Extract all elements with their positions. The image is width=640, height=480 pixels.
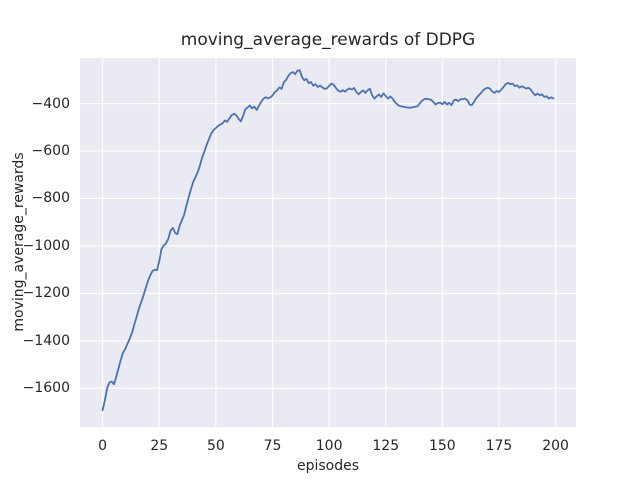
x-tick-label: 200 [542,438,569,454]
plot-background [80,58,576,427]
y-tick-label: −600 [31,143,70,160]
chart-canvas [80,58,576,427]
data-line [101,69,555,412]
chart-title: moving_average_rewards of DDPG [180,30,476,50]
y-tick-label: −1400 [22,332,70,349]
x-tick-label: 175 [485,438,513,454]
y-tick-label: −800 [31,190,70,207]
y-tick-label: −1000 [22,237,70,254]
x-tick-label: 50 [206,438,225,454]
y-axis-label: moving_average_rewards [11,152,27,332]
x-tick-label: 100 [315,438,343,454]
x-tick-label: 0 [98,438,108,454]
x-tick-label: 125 [372,438,400,454]
x-axis-label: episodes [296,458,360,474]
x-tick-label: 25 [150,438,169,454]
x-tick-label: 75 [263,438,282,454]
y-tick-label: −400 [31,95,70,112]
y-tick-label: −1200 [22,285,70,302]
plot-area [80,58,576,427]
y-tick-label: −1600 [22,380,70,397]
x-tick-label: 150 [428,438,456,454]
